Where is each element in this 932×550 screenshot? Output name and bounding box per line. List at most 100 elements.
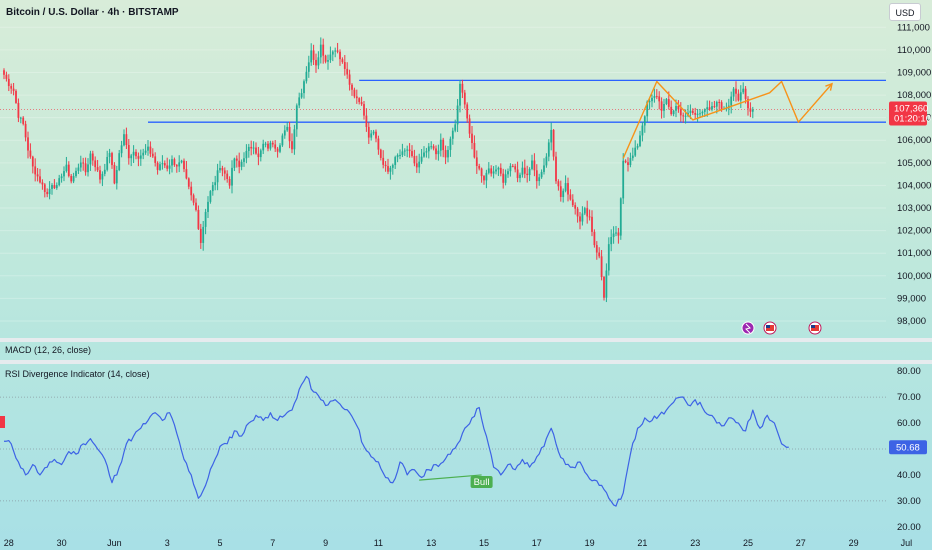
candle-body xyxy=(51,185,53,189)
candle-body xyxy=(322,44,325,56)
candle-body xyxy=(499,167,502,174)
time-tick-label: 9 xyxy=(323,538,328,548)
candle-body xyxy=(603,276,605,298)
candle-body xyxy=(274,144,277,149)
candle-body xyxy=(125,134,128,145)
candle-body xyxy=(27,137,29,151)
time-tick-label: Jun xyxy=(107,538,122,548)
rsi-line xyxy=(3,375,789,507)
candle-body xyxy=(149,146,152,154)
main-pane-grid xyxy=(0,26,886,322)
candle-body xyxy=(413,156,416,164)
candle-body xyxy=(281,135,284,146)
price-tick-label: 99,000 xyxy=(897,293,926,304)
candle-body xyxy=(353,89,356,97)
candle-body xyxy=(423,152,425,157)
candle-body xyxy=(430,146,433,148)
candle-body xyxy=(627,162,629,165)
candle-body xyxy=(221,167,224,171)
horizontal-levels[interactable] xyxy=(0,79,886,123)
event-icons[interactable] xyxy=(741,321,822,335)
candle-body xyxy=(598,252,601,257)
candle-body xyxy=(375,131,377,139)
time-tick-label: 5 xyxy=(217,538,222,548)
candle-body xyxy=(497,167,500,170)
candle-body xyxy=(303,81,305,94)
candle-body xyxy=(67,164,70,176)
rsi-tick-label: 40.00 xyxy=(897,470,921,481)
candle-body xyxy=(127,144,130,159)
candle-body xyxy=(348,74,351,85)
candle-body xyxy=(442,139,445,151)
price-tick-label: 109,000 xyxy=(897,67,931,78)
candle-body xyxy=(463,92,466,105)
currency-button[interactable]: USD xyxy=(889,3,921,21)
macd-label[interactable]: MACD (12, 26, close) xyxy=(5,345,92,355)
candle-body xyxy=(583,208,586,214)
candle-body xyxy=(391,165,394,168)
symbol-title[interactable]: Bitcoin / U.S. Dollar · 4h · BITSTAMP xyxy=(6,7,179,18)
candle-body xyxy=(427,146,430,152)
candle-body xyxy=(591,216,593,232)
candle-body xyxy=(665,99,668,105)
candle-body xyxy=(619,198,622,236)
rsi-label[interactable]: RSI Divergence Indicator (14, close) xyxy=(5,369,150,379)
rsi-last-badge[interactable] xyxy=(889,440,927,455)
candle-body xyxy=(130,155,133,159)
candle-body xyxy=(667,99,670,107)
projection-line[interactable] xyxy=(622,80,833,159)
time-axis[interactable]: 2830Jun357911131517192123252729Jul357 xyxy=(4,538,932,548)
candle-body xyxy=(243,158,245,162)
candle-body xyxy=(300,93,303,98)
candle-body xyxy=(610,237,613,245)
candle-body xyxy=(351,84,353,90)
candle-body xyxy=(7,78,10,87)
last-price-badge[interactable] xyxy=(889,101,927,126)
candle-body xyxy=(502,173,505,183)
candle-body xyxy=(739,92,742,101)
time-tick-label: 27 xyxy=(796,538,806,548)
candle-body xyxy=(732,88,735,97)
candle-body xyxy=(286,126,289,131)
candle-body xyxy=(317,57,320,66)
time-tick-label: 21 xyxy=(637,538,647,548)
candle-body xyxy=(415,163,418,168)
candle-body xyxy=(173,159,176,165)
candle-body xyxy=(82,162,85,164)
candle-body xyxy=(185,169,188,179)
price-axis[interactable]: 111,000110,000109,000108,000107,000106,0… xyxy=(889,22,931,327)
time-tick-label: 15 xyxy=(479,538,489,548)
candle-body xyxy=(94,160,97,168)
pane-divider[interactable] xyxy=(0,338,932,342)
candle-body xyxy=(36,174,39,177)
candle-body xyxy=(648,101,651,103)
price-tick-label: 102,000 xyxy=(897,226,931,237)
candle-body xyxy=(329,54,332,61)
candle-body xyxy=(706,107,709,110)
candle-body xyxy=(151,153,154,157)
pane-divider-2[interactable] xyxy=(0,360,932,364)
candle-body xyxy=(519,174,521,179)
projection-path[interactable] xyxy=(622,80,833,159)
candle-body xyxy=(483,176,485,181)
candle-body xyxy=(550,129,553,143)
candle-body xyxy=(161,163,164,165)
candle-body xyxy=(39,176,41,183)
candle-body xyxy=(259,150,262,158)
candle-body xyxy=(22,117,25,124)
price-tick-label: 110,000 xyxy=(897,45,931,56)
candle-body xyxy=(612,233,615,238)
candle-body xyxy=(418,161,421,168)
candle-body xyxy=(571,199,574,206)
candle-body xyxy=(204,211,207,227)
rsi-tick-label: 80.00 xyxy=(897,366,921,377)
time-tick-label: 11 xyxy=(374,538,383,548)
candle-body xyxy=(233,158,236,168)
time-tick-label: 23 xyxy=(690,538,700,548)
candle-body xyxy=(384,164,387,167)
projection-arrowhead[interactable] xyxy=(825,82,833,91)
time-tick-label: 28 xyxy=(4,538,14,548)
candle-body xyxy=(262,143,265,151)
